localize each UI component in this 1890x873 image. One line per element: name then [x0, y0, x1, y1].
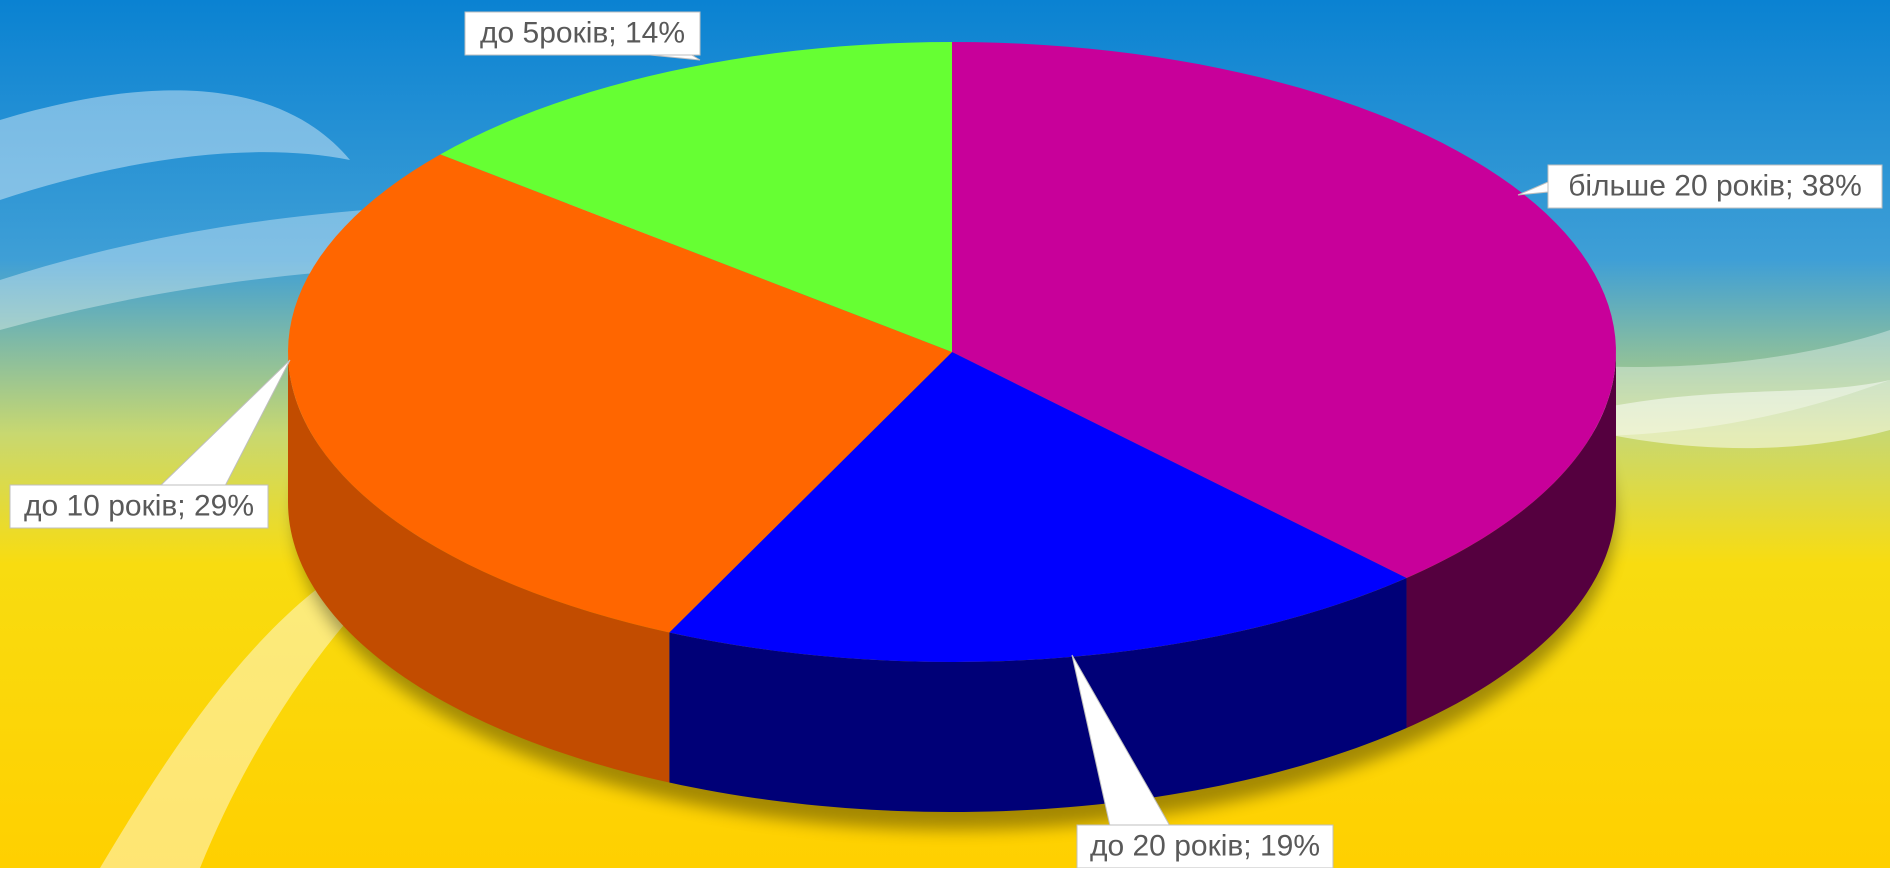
- slice: [440, 42, 952, 352]
- label-box: [9, 484, 269, 529]
- label-box: [1547, 164, 1883, 209]
- swoosh: [1550, 380, 1890, 449]
- pie: [288, 42, 1616, 812]
- swoosh: [0, 90, 350, 200]
- slice-side: [669, 577, 1407, 812]
- label-box: [464, 11, 701, 56]
- data-label: до 10 років; 29%: [24, 489, 254, 522]
- slice: [952, 42, 1616, 578]
- slice-side: [1406, 352, 1616, 728]
- data-label: більше 20 років; 38%: [1568, 169, 1862, 202]
- swoosh: [100, 520, 450, 868]
- label-box: [1076, 824, 1334, 869]
- slice: [669, 352, 1407, 662]
- data-label: до 20 років; 19%: [1090, 829, 1320, 862]
- slice-side: [288, 352, 670, 783]
- labels: більше 20 років; 38% до 20 років; 19% до 1…: [9, 11, 1883, 869]
- slice: [288, 154, 952, 633]
- data-label: до 5років; 14%: [480, 16, 685, 49]
